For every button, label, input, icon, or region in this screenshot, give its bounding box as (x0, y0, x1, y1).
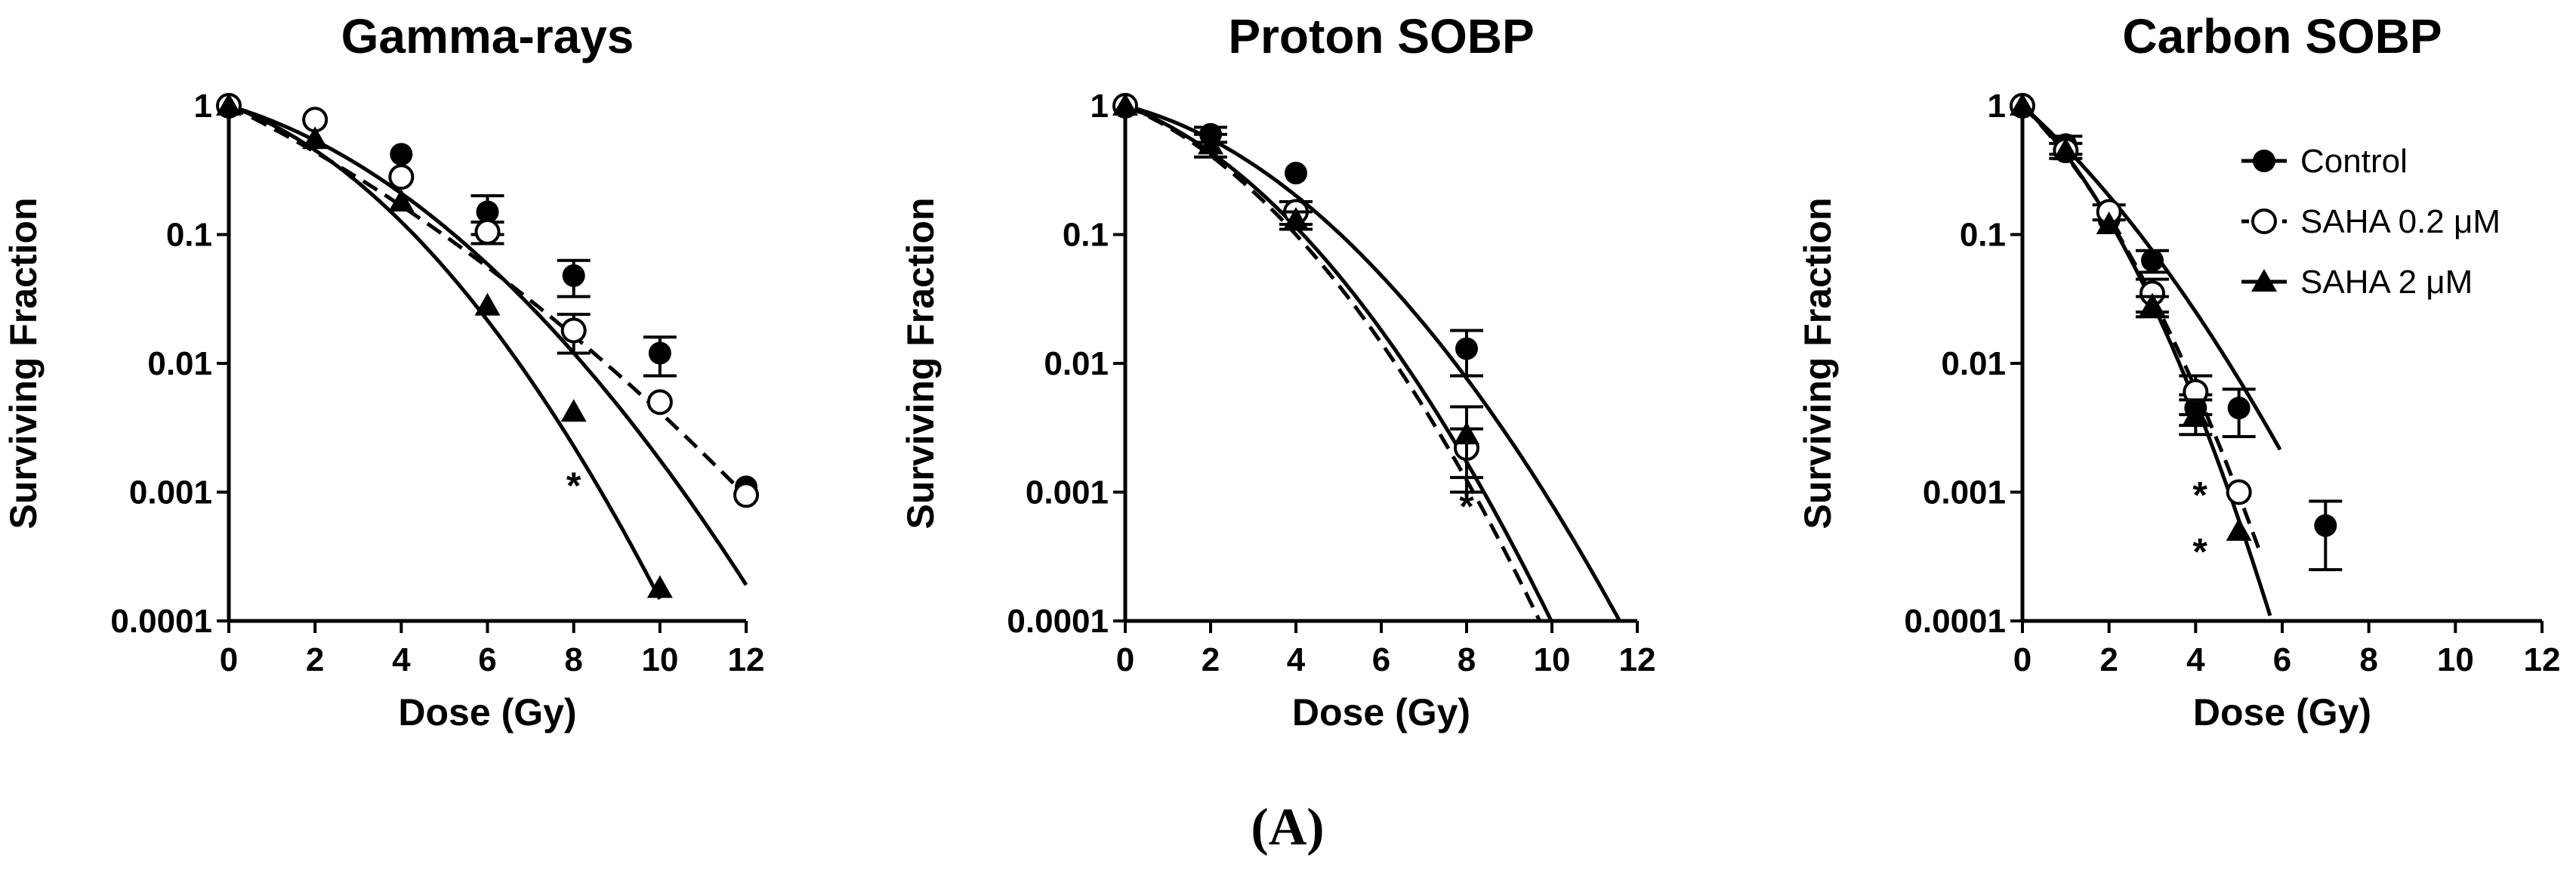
legend: Control SAHA 0.2 μM SAHA 2 μM (2241, 143, 2500, 301)
data-point-saha-2 (560, 399, 587, 422)
x-tick-label: 12 (2524, 641, 2561, 678)
y-tick-label: 0.01 (1941, 345, 2006, 382)
significance-star: * (2192, 530, 2207, 573)
x-tick-label: 6 (1372, 641, 1390, 678)
x-tick-label: 4 (392, 641, 411, 678)
legend-marker (2253, 150, 2275, 172)
x-tick-label: 0 (220, 641, 238, 678)
data-point-saha-2 (2139, 292, 2165, 316)
x-axis-label: Dose (Gy) (2193, 691, 2371, 733)
data-point-saha-2 (1283, 207, 1309, 230)
x-tick-label: 10 (641, 641, 678, 678)
fit-curve-filled-triangle (229, 103, 662, 601)
x-tick-label: 8 (564, 641, 582, 678)
y-tick-label: 1 (194, 88, 212, 125)
data-point-control (562, 264, 585, 287)
y-tick-label: 0.01 (1044, 345, 1109, 382)
x-tick-label: 2 (1202, 641, 1220, 678)
data-point-saha-0-2 (474, 218, 501, 245)
data-point-saha-2 (216, 93, 242, 116)
x-tick-label: 4 (2186, 641, 2205, 678)
y-tick-label: 0.001 (1026, 474, 1109, 511)
chart-title: Carbon SOBP (2122, 9, 2442, 63)
legend-label: SAHA 2 μM (2300, 264, 2473, 301)
y-tick-label: 0.1 (166, 217, 212, 254)
data-point-control (1285, 162, 1307, 185)
legend-label: Control (2300, 143, 2408, 180)
significance-star: * (566, 465, 582, 507)
data-point-saha-2 (2183, 401, 2209, 425)
data-point-saha-2 (474, 292, 501, 316)
legend-label: SAHA 0.2 μM (2300, 203, 2500, 240)
fit-curve-open-circle (1125, 103, 1542, 621)
fit-curve-filled-circle (229, 103, 748, 586)
figure-caption: (A) (1251, 798, 1324, 857)
x-tick-label: 2 (306, 641, 324, 678)
data-point-saha-2 (2010, 93, 2035, 116)
chart-panel-2: Proton SOBP 0 2 4 6 8 10 12 1 0.1 0.01 0.001 0.0001 D… (899, 9, 1655, 733)
data-point-control (2141, 249, 2164, 272)
x-tick-label: 8 (2359, 641, 2377, 678)
data-point-saha-2 (388, 188, 415, 212)
y-tick-label: 0.01 (147, 345, 212, 382)
significance-star: * (2192, 474, 2207, 516)
data-point-saha-2 (302, 126, 329, 150)
legend-marker (2251, 208, 2277, 234)
y-tick-label: 0.0001 (1904, 603, 2006, 640)
y-tick-label: 0.1 (1063, 217, 1109, 254)
data-point-saha-2 (1454, 422, 1479, 445)
y-tick-label: 0.001 (129, 474, 212, 511)
y-axis-label: Surviving Fraction (1797, 198, 1839, 530)
data-point-saha-2 (1112, 93, 1138, 116)
y-tick-label: 1 (1988, 88, 2006, 125)
data-point-control (476, 200, 499, 224)
x-tick-label: 10 (2437, 641, 2474, 678)
y-tick-label: 0.1 (1960, 217, 2006, 254)
data-point-saha-0-2 (733, 482, 759, 508)
x-tick-label: 2 (2099, 641, 2118, 678)
x-tick-label: 12 (1619, 641, 1656, 678)
x-tick-label: 6 (478, 641, 496, 678)
data-point-saha-2 (2226, 517, 2252, 541)
x-axis-label: Dose (Gy) (398, 691, 576, 733)
x-tick-label: 12 (728, 641, 765, 678)
y-tick-label: 1 (1091, 88, 1109, 125)
x-tick-label: 10 (1534, 641, 1571, 678)
fit-curve-filled-triangle (1125, 103, 1553, 621)
x-tick-label: 6 (2273, 641, 2291, 678)
y-tick-label: 0.001 (1923, 474, 2006, 511)
y-tick-label: 0.0001 (110, 603, 212, 640)
chart-title: Proton SOBP (1228, 9, 1534, 63)
data-point-saha-2 (2053, 137, 2079, 161)
chart-panel-3: Carbon SOBP 0 2 4 6 8 10 12 1 0.1 0.01 0.001 0.0001 D… (1797, 9, 2560, 733)
x-tick-label: 8 (1458, 641, 1476, 678)
x-axis-label: Dose (Gy) (1292, 691, 1470, 733)
data-point-control (648, 341, 671, 365)
data-point-saha-0-2 (388, 164, 415, 190)
x-tick-label: 0 (1116, 641, 1134, 678)
y-axis-label: Surviving Fraction (899, 198, 942, 530)
data-point-saha-2 (646, 575, 673, 598)
x-tick-label: 4 (1287, 641, 1306, 678)
y-tick-label: 0.0001 (1007, 603, 1109, 640)
data-point-saha-2 (2096, 211, 2122, 234)
data-point-saha-2 (1198, 131, 1223, 155)
chart-panel-1: Gamma-rays 0 2 4 6 8 10 12 1 0.1 0.01 0.001 0.0001 Do… (2, 9, 764, 733)
y-axis-label: Surviving Fraction (2, 198, 45, 530)
x-tick-label: 0 (2013, 641, 2031, 678)
data-point-control (1455, 337, 1478, 360)
data-point-control (390, 143, 413, 166)
data-point-saha-0-2 (646, 389, 673, 415)
data-point-control (2314, 514, 2337, 537)
chart-title: Gamma-rays (341, 9, 634, 63)
fit-curve-open-circle (2022, 104, 2263, 554)
data-point-saha-0-2 (2226, 479, 2252, 505)
fit-curve-filled-circle (1125, 103, 1622, 621)
data-point-control (2227, 397, 2251, 420)
legend-marker (2251, 269, 2277, 292)
significance-star: * (1459, 485, 1474, 527)
data-point-saha-0-2 (560, 317, 587, 344)
